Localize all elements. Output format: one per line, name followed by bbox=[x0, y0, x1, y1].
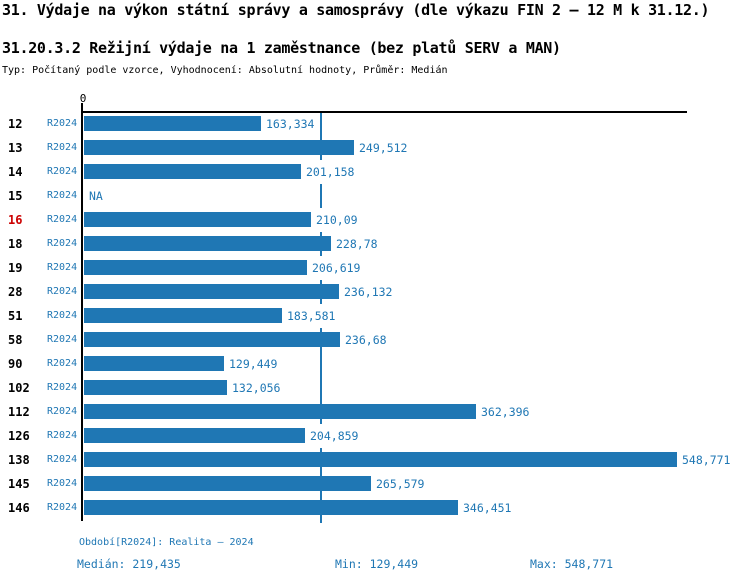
value-bar bbox=[84, 164, 301, 179]
row-period-label: R2024 bbox=[47, 358, 78, 369]
value-bar bbox=[84, 284, 339, 299]
value-bar bbox=[84, 452, 677, 467]
period-legend: Období[R2024]: Realita – 2024 bbox=[79, 537, 254, 548]
row-region-label: 145 bbox=[8, 477, 30, 491]
bar-value-label: 201,158 bbox=[305, 160, 356, 184]
chart-subtitle: 31.20.3.2 Režijní výdaje na 1 zaměstnanc… bbox=[2, 39, 561, 57]
value-bar bbox=[84, 404, 476, 419]
value-bar bbox=[84, 500, 458, 515]
value-bar bbox=[84, 116, 261, 131]
value-bar bbox=[84, 356, 224, 371]
chart-row: 126 R2024 204,859 bbox=[0, 424, 750, 448]
row-period-label: R2024 bbox=[47, 454, 78, 465]
row-period-label: R2024 bbox=[47, 190, 78, 201]
bar-value-label: 129,449 bbox=[228, 352, 279, 376]
chart-row: 14 R2024 201,158 bbox=[0, 160, 750, 184]
value-bar bbox=[84, 308, 282, 323]
bar-value-label: 206,619 bbox=[311, 256, 362, 280]
value-bar bbox=[84, 260, 307, 275]
row-region-label: 102 bbox=[8, 381, 30, 395]
row-period-label: R2024 bbox=[47, 478, 78, 489]
row-period-label: R2024 bbox=[47, 142, 78, 153]
row-period-label: R2024 bbox=[47, 430, 78, 441]
bar-value-label: 132,056 bbox=[231, 376, 282, 400]
chart-row: 58 R2024 236,68 bbox=[0, 328, 750, 352]
value-bar bbox=[84, 212, 311, 227]
row-region-label: 12 bbox=[8, 117, 23, 131]
bar-value-label: 204,859 bbox=[309, 424, 360, 448]
bar-value-label: 183,581 bbox=[286, 304, 337, 328]
bar-value-label: 265,579 bbox=[375, 472, 426, 496]
chart-row: 145 R2024 265,579 bbox=[0, 472, 750, 496]
row-region-label: 15 bbox=[8, 189, 23, 203]
bar-value-label: 210,09 bbox=[315, 208, 359, 232]
row-period-label: R2024 bbox=[47, 262, 78, 273]
bar-value-label: 163,334 bbox=[265, 112, 316, 136]
bar-value-label: 346,451 bbox=[462, 496, 513, 520]
value-bar bbox=[84, 140, 354, 155]
row-region-label: 90 bbox=[8, 357, 23, 371]
chart-meta-line: Typ: Počítaný podle vzorce, Vyhodnocení:… bbox=[2, 65, 448, 76]
row-region-label: 146 bbox=[8, 501, 30, 515]
bar-value-label: 249,512 bbox=[358, 136, 409, 160]
row-period-label: R2024 bbox=[47, 286, 78, 297]
bar-value-label: 236,68 bbox=[344, 328, 388, 352]
axis-zero-label: 0 bbox=[79, 92, 87, 105]
row-region-label: 13 bbox=[8, 141, 23, 155]
page-title: 31. Výdaje na výkon státní správy a samo… bbox=[2, 1, 710, 19]
bar-value-label: 362,396 bbox=[480, 400, 531, 424]
row-region-label: 28 bbox=[8, 285, 23, 299]
row-region-label: 18 bbox=[8, 237, 23, 251]
row-period-label: R2024 bbox=[47, 214, 78, 225]
bar-value-label: 228,78 bbox=[335, 232, 379, 256]
chart-row: 13 R2024 249,512 bbox=[0, 136, 750, 160]
chart-row: 90 R2024 129,449 bbox=[0, 352, 750, 376]
chart-row: 138 R2024 548,771 bbox=[0, 448, 750, 472]
row-period-label: R2024 bbox=[47, 118, 78, 129]
value-bar bbox=[84, 428, 305, 443]
row-region-label: 16 bbox=[8, 213, 23, 227]
median-stat: Medián: 219,435 bbox=[77, 557, 181, 571]
chart-row: 146 R2024 346,451 bbox=[0, 496, 750, 520]
row-region-label: 126 bbox=[8, 429, 30, 443]
value-bar bbox=[84, 476, 371, 491]
y-axis-line bbox=[81, 103, 83, 521]
value-bar bbox=[84, 332, 340, 347]
row-region-label: 19 bbox=[8, 261, 23, 275]
row-period-label: R2024 bbox=[47, 382, 78, 393]
row-period-label: R2024 bbox=[47, 310, 78, 321]
chart-row: 51 R2024 183,581 bbox=[0, 304, 750, 328]
chart-row: 28 R2024 236,132 bbox=[0, 280, 750, 304]
x-axis-line bbox=[81, 111, 687, 113]
chart-row: 102 R2024 132,056 bbox=[0, 376, 750, 400]
bar-value-label: NA bbox=[88, 184, 104, 208]
bar-value-label: 548,771 bbox=[681, 448, 732, 472]
bar-value-label: 236,132 bbox=[343, 280, 394, 304]
row-region-label: 14 bbox=[8, 165, 23, 179]
chart-row: 19 R2024 206,619 bbox=[0, 256, 750, 280]
row-region-label: 138 bbox=[8, 453, 30, 467]
value-bar bbox=[84, 236, 331, 251]
row-period-label: R2024 bbox=[47, 166, 78, 177]
row-region-label: 112 bbox=[8, 405, 30, 419]
min-stat: Min: 129,449 bbox=[335, 557, 419, 571]
row-period-label: R2024 bbox=[47, 238, 78, 249]
row-period-label: R2024 bbox=[47, 406, 78, 417]
row-period-label: R2024 bbox=[47, 502, 78, 513]
chart-row: 15 R2024 NA bbox=[0, 184, 750, 208]
chart-row: 12 R2024 163,334 bbox=[0, 112, 750, 136]
chart-row: 16 R2024 210,09 bbox=[0, 208, 750, 232]
row-region-label: 51 bbox=[8, 309, 23, 323]
row-period-label: R2024 bbox=[47, 334, 78, 345]
row-region-label: 58 bbox=[8, 333, 23, 347]
max-stat: Max: 548,771 bbox=[530, 557, 614, 571]
value-bar bbox=[84, 380, 227, 395]
chart-row: 112 R2024 362,396 bbox=[0, 400, 750, 424]
chart-row: 18 R2024 228,78 bbox=[0, 232, 750, 256]
